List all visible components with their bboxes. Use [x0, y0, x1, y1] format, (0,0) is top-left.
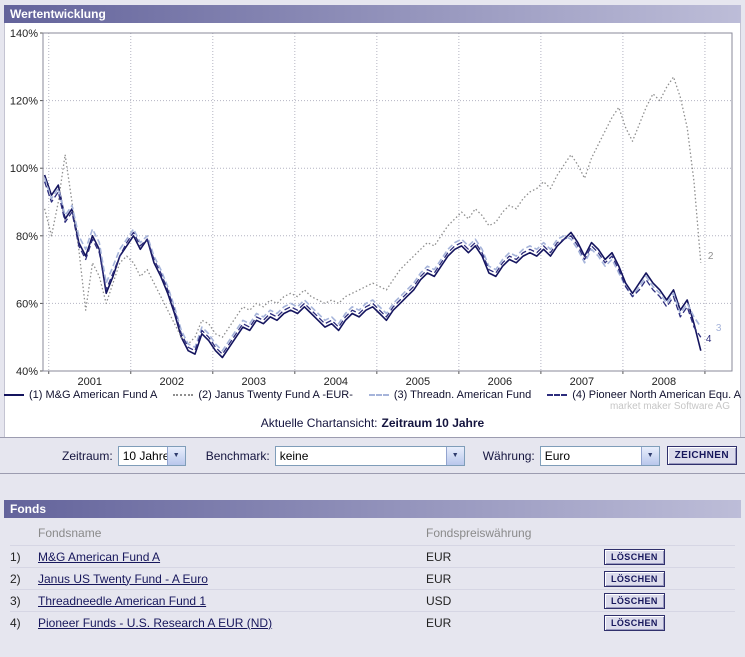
svg-text:140%: 140%: [10, 28, 38, 40]
performance-chart: 140% 120% 100% 80% 60% 40% 2001 2002 2003 2004 200…: [10, 28, 733, 387]
waehrung-select[interactable]: Euro ▼: [539, 445, 660, 466]
benchmark-label: Benchmark:: [205, 448, 270, 463]
svg-text:2001: 2001: [78, 376, 102, 387]
performance-chart-card: 140% 120% 100% 80% 60% 40% 2001 2002 2003 2004 200…: [4, 23, 741, 437]
legend-label: (3) Threadn. American Fund: [393, 389, 532, 401]
chart-view-caption: Aktuelle Chartansicht: Zeitraum 10 Jahre: [5, 413, 740, 437]
fonds-title: Fonds: [10, 502, 46, 516]
fund-currency: EUR: [426, 549, 452, 564]
svg-text:3: 3: [716, 323, 722, 334]
legend-item: (2) Janus Twenty Fund A -EUR-: [173, 389, 353, 401]
legend-line-sample: [547, 394, 568, 396]
delete-button[interactable]: LÖSCHEN: [604, 614, 665, 631]
fund-name-link[interactable]: M&G American Fund A: [38, 549, 161, 564]
svg-text:2004: 2004: [324, 376, 348, 387]
caption-prefix: Aktuelle Chartansicht:: [260, 416, 378, 430]
fonds-header: Fonds: [4, 500, 741, 518]
fund-currency: USD: [426, 593, 452, 608]
legend-line-sample: [368, 394, 389, 396]
svg-text:2005: 2005: [406, 376, 430, 387]
fonds-table: Fondsname Fondspreiswährung 1) M&G Americ…: [4, 518, 741, 633]
svg-text:2008: 2008: [652, 376, 676, 387]
chevron-down-icon[interactable]: ▼: [166, 446, 185, 465]
table-row: 4) Pioneer Funds - U.S. Research A EUR (N…: [10, 611, 735, 633]
chevron-down-icon[interactable]: ▼: [445, 446, 464, 465]
svg-text:2006: 2006: [488, 376, 512, 387]
benchmark-select[interactable]: keine ▼: [274, 445, 465, 466]
legend-line-sample: [4, 394, 24, 396]
row-number: 4): [10, 615, 21, 630]
fonds-table-header: Fondsname Fondspreiswährung: [10, 518, 735, 545]
fund-currency: EUR: [426, 615, 452, 630]
svg-text:2002: 2002: [160, 376, 184, 387]
svg-text:60%: 60%: [16, 298, 38, 310]
chevron-down-icon[interactable]: ▼: [640, 446, 659, 465]
performance-title: Wertentwicklung: [10, 7, 106, 21]
svg-text:100%: 100%: [10, 163, 38, 175]
legend-label: (1) M&G American Fund A: [29, 389, 158, 401]
chart-controls: Zeitraum: 10 Jahre ▼ Benchmark: keine ▼ …: [0, 437, 745, 474]
chart-legend: (1) M&G American Fund A (2) Janus Twenty …: [4, 389, 741, 401]
svg-text:4: 4: [706, 334, 712, 345]
fund-currency: EUR: [426, 571, 452, 586]
svg-text:2007: 2007: [570, 376, 594, 387]
waehrung-label: Währung:: [482, 448, 535, 463]
fondswaehrung-column-header: Fondspreiswährung: [426, 526, 532, 540]
fonds-rows: 1) M&G American Fund A EUR LÖSCHEN 2) Janus U…: [10, 545, 735, 633]
performance-header: Wertentwicklung: [4, 5, 741, 23]
row-number: 2): [10, 571, 21, 586]
fund-name-link[interactable]: Janus US Twenty Fund - A Euro: [38, 571, 208, 586]
row-number: 1): [10, 549, 21, 564]
zeichnen-button[interactable]: ZEICHNEN: [666, 446, 737, 465]
benchmark-value: keine: [279, 448, 309, 463]
legend-line-sample: [173, 394, 194, 396]
fund-name-link[interactable]: Pioneer Funds - U.S. Research A EUR (ND): [38, 615, 273, 630]
table-row: 3) Threadneedle American Fund 1 USD LÖSCHEN: [10, 589, 735, 611]
waehrung-value: Euro: [544, 448, 571, 463]
section-gap: [0, 474, 745, 500]
delete-button[interactable]: LÖSCHEN: [604, 548, 665, 565]
delete-button[interactable]: LÖSCHEN: [604, 570, 665, 587]
legend-item: (1) M&G American Fund A: [4, 389, 157, 401]
zeitraum-label: Zeitraum:: [62, 448, 113, 463]
table-row: 2) Janus US Twenty Fund - A Euro EUR LÖSCHE…: [10, 567, 735, 589]
svg-text:80%: 80%: [16, 231, 38, 243]
delete-button[interactable]: LÖSCHEN: [604, 592, 665, 609]
fondsname-column-header: Fondsname: [38, 526, 102, 540]
legend-item: (3) Threadn. American Fund: [368, 389, 532, 401]
table-row: 1) M&G American Fund A EUR LÖSCHEN: [10, 545, 735, 567]
svg-text:120%: 120%: [10, 96, 38, 108]
legend-label: (2) Janus Twenty Fund A -EUR-: [198, 389, 353, 401]
row-number: 3): [10, 593, 21, 608]
svg-text:40%: 40%: [16, 366, 38, 378]
svg-text:2003: 2003: [242, 376, 266, 387]
vendor-watermark: market maker Software AG: [609, 401, 730, 412]
svg-text:2: 2: [708, 251, 714, 262]
fund-name-link[interactable]: Threadneedle American Fund 1: [38, 593, 207, 608]
zeitraum-value: 10 Jahre: [122, 448, 167, 463]
caption-value: Zeitraum 10 Jahre: [381, 416, 485, 430]
zeitraum-select[interactable]: 10 Jahre ▼: [117, 445, 186, 466]
legend-item: (4) Pioneer North American Equ. A: [547, 389, 741, 401]
legend-label: (4) Pioneer North American Equ. A: [572, 389, 741, 401]
